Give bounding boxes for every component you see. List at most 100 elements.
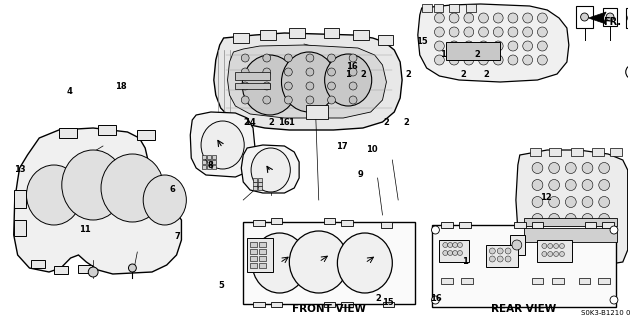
Text: 9: 9 [358, 170, 364, 179]
Text: 2: 2 [404, 118, 410, 127]
Ellipse shape [62, 150, 125, 220]
Text: S0K3-B1210 0: S0K3-B1210 0 [580, 310, 630, 316]
Bar [459, 222, 471, 228]
Bar [378, 35, 394, 45]
Circle shape [582, 213, 593, 225]
Bar [253, 302, 265, 307]
Circle shape [490, 256, 495, 262]
Circle shape [508, 55, 518, 65]
Bar [247, 238, 273, 272]
Circle shape [449, 55, 459, 65]
Bar [466, 4, 476, 12]
Bar [602, 222, 614, 228]
Circle shape [599, 162, 609, 174]
Polygon shape [190, 112, 255, 177]
Bar [626, 8, 639, 28]
Text: 16: 16 [346, 63, 357, 71]
Text: 2: 2 [269, 118, 275, 127]
Ellipse shape [243, 55, 297, 115]
Bar [234, 33, 249, 43]
Circle shape [538, 13, 547, 23]
Text: REAR VIEW: REAR VIEW [491, 304, 556, 314]
Circle shape [443, 250, 448, 256]
Ellipse shape [289, 231, 348, 293]
Bar [13, 190, 26, 208]
Circle shape [464, 13, 474, 23]
Bar [579, 278, 591, 284]
Circle shape [479, 55, 488, 65]
Bar [271, 302, 282, 307]
Circle shape [565, 231, 576, 241]
Bar [433, 4, 444, 12]
Ellipse shape [201, 121, 244, 169]
Bar [207, 155, 211, 159]
Circle shape [512, 240, 522, 250]
Ellipse shape [282, 52, 337, 112]
Circle shape [328, 68, 335, 76]
Bar [442, 278, 453, 284]
Circle shape [241, 82, 249, 90]
Circle shape [88, 267, 98, 277]
Circle shape [523, 55, 532, 65]
Text: 18: 18 [115, 82, 127, 91]
Circle shape [582, 197, 593, 207]
Bar [532, 278, 543, 284]
Circle shape [582, 162, 593, 174]
Bar [552, 278, 564, 284]
Text: 15: 15 [416, 37, 428, 46]
Bar [212, 160, 216, 164]
Circle shape [559, 251, 564, 256]
Bar [306, 105, 328, 119]
Circle shape [458, 242, 463, 248]
Bar [576, 6, 593, 28]
Text: 10: 10 [366, 145, 378, 154]
Text: 2: 2 [376, 294, 381, 303]
Circle shape [306, 68, 314, 76]
Bar [524, 228, 617, 242]
Bar [253, 220, 265, 226]
Text: 8: 8 [207, 161, 213, 170]
Circle shape [554, 251, 559, 256]
Bar [259, 256, 266, 261]
Circle shape [306, 96, 314, 104]
Bar [440, 240, 469, 262]
Polygon shape [228, 45, 387, 118]
Bar [259, 249, 266, 254]
Ellipse shape [251, 148, 291, 192]
Bar [202, 160, 206, 164]
Circle shape [493, 55, 503, 65]
Text: 11: 11 [79, 225, 91, 234]
Circle shape [263, 96, 271, 104]
Circle shape [464, 41, 474, 51]
Bar [13, 220, 26, 236]
Bar [446, 42, 500, 60]
Circle shape [349, 68, 357, 76]
Bar [250, 249, 257, 254]
Bar [532, 222, 543, 228]
Circle shape [284, 96, 292, 104]
Circle shape [448, 242, 452, 248]
Circle shape [523, 41, 532, 51]
Bar [236, 72, 269, 80]
Circle shape [464, 27, 474, 37]
Circle shape [548, 243, 553, 249]
Circle shape [479, 41, 488, 51]
Circle shape [284, 82, 292, 90]
Bar [259, 242, 266, 247]
Circle shape [532, 180, 543, 190]
Polygon shape [516, 150, 628, 266]
Circle shape [435, 13, 444, 23]
Circle shape [129, 264, 136, 272]
Bar [593, 148, 604, 156]
Circle shape [241, 96, 249, 104]
Circle shape [328, 96, 335, 104]
Bar [538, 240, 572, 262]
Circle shape [284, 54, 292, 62]
Bar [383, 302, 394, 307]
Text: 2: 2 [460, 70, 466, 79]
Text: 16: 16 [430, 294, 442, 303]
Bar [260, 30, 276, 40]
Ellipse shape [337, 233, 392, 293]
Text: 16: 16 [278, 118, 290, 127]
Circle shape [241, 68, 249, 76]
